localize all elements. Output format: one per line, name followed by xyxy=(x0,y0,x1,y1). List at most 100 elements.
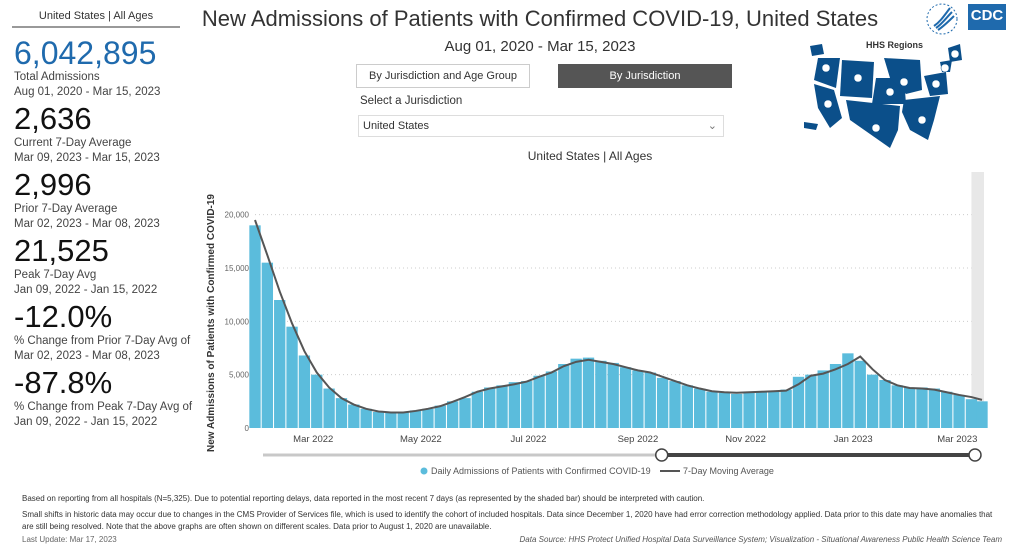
bar xyxy=(595,360,607,428)
stat-value: 6,042,895 xyxy=(14,35,157,71)
bar xyxy=(842,353,854,428)
stat-range: Mar 09, 2023 - Mar 15, 2023 xyxy=(14,152,160,164)
bar xyxy=(669,381,681,428)
tab-by-jurisdiction[interactable]: By Jurisdiction xyxy=(558,64,732,88)
bar xyxy=(866,374,879,428)
bar xyxy=(582,357,595,428)
legend: Daily Admissions of Patients with Confir… xyxy=(420,466,774,476)
bar xyxy=(446,401,459,428)
bar xyxy=(311,374,323,428)
bar xyxy=(619,367,632,428)
bar xyxy=(434,405,446,428)
footer-note-1: Based on reporting from all hospitals (N… xyxy=(22,494,705,503)
legend-moving-average[interactable]: 7-Day Moving Average xyxy=(683,466,774,476)
x-tick-label: Jul 2022 xyxy=(511,434,547,445)
date-range: Aug 01, 2020 - Mar 15, 2023 xyxy=(444,38,636,55)
stat-range: Mar 02, 2023 - Mar 08, 2023 xyxy=(14,218,160,230)
stat-label: Current 7-Day Average xyxy=(14,137,132,149)
y-tick-label: 0 xyxy=(245,424,250,433)
bar xyxy=(916,387,928,428)
stat-label: Total Admissions xyxy=(14,71,100,83)
x-tick-label: Nov 2022 xyxy=(725,434,766,445)
bar xyxy=(274,300,286,428)
x-tick-label: Mar 2023 xyxy=(937,434,977,445)
stat-range: Jan 09, 2022 - Jan 15, 2022 xyxy=(14,416,158,428)
moving-average-line xyxy=(254,219,983,414)
select-value: United States xyxy=(363,120,430,132)
page-title: New Admissions of Patients with Confirme… xyxy=(201,6,879,31)
slider-end-handle[interactable] xyxy=(968,448,982,462)
bar xyxy=(484,387,496,428)
stat-label: Peak 7-Day Avg xyxy=(14,269,97,281)
bar xyxy=(422,408,434,428)
stat-value: -87.8% xyxy=(14,365,113,400)
hhs-regions-map[interactable] xyxy=(800,38,970,158)
bar xyxy=(298,355,311,428)
bar xyxy=(941,391,953,428)
x-tick-label: Sep 2022 xyxy=(618,434,659,445)
bar xyxy=(372,412,385,428)
stat-prior-avg: 2,996 Prior 7-Day Average Mar 02, 2023 -… xyxy=(14,168,194,232)
bar xyxy=(545,371,558,428)
stat-change-prior: -12.0% % Change from Prior 7-Day Avg of … xyxy=(14,300,194,364)
bar xyxy=(249,225,261,428)
bar xyxy=(965,399,978,428)
x-tick-label: Jan 2023 xyxy=(834,434,873,445)
bar xyxy=(348,404,360,428)
map-title: HHS Regions xyxy=(866,40,924,50)
bar xyxy=(780,389,792,428)
chevron-down-icon: ⌄ xyxy=(707,120,717,132)
bar xyxy=(953,394,965,428)
jurisdiction-select[interactable]: United States ⌄ xyxy=(358,115,724,137)
stat-change-peak: -87.8% % Change from Peak 7-Day Avg of J… xyxy=(14,366,194,430)
stat-range: Mar 02, 2023 - Mar 08, 2023 xyxy=(14,350,160,362)
chart-title: United States | All Ages xyxy=(527,149,653,163)
bar xyxy=(743,392,755,428)
bar xyxy=(829,364,842,428)
stat-label: % Change from Peak 7-Day Avg of xyxy=(14,401,193,413)
bar xyxy=(632,370,644,428)
bar xyxy=(570,358,582,428)
stat-value: 2,996 xyxy=(14,167,92,202)
slider-start-handle[interactable] xyxy=(654,448,669,462)
legend-daily[interactable]: Daily Admissions of Patients with Confir… xyxy=(431,466,651,476)
stat-value: 21,525 xyxy=(14,233,109,268)
cdc-logo: CDC xyxy=(968,4,1006,30)
bar xyxy=(335,398,348,428)
bar xyxy=(706,391,718,428)
bar xyxy=(508,382,521,428)
stat-current-avg: 2,636 Current 7-Day Average Mar 09, 2023… xyxy=(14,102,194,166)
stat-range: Aug 01, 2020 - Mar 15, 2023 xyxy=(14,86,161,98)
bar xyxy=(879,380,891,428)
select-label: Select a Jurisdiction xyxy=(360,95,463,107)
bar xyxy=(805,374,817,428)
stat-label: Prior 7-Day Average xyxy=(14,203,118,215)
footer-note-2: Small shifts in historic data may occur … xyxy=(22,510,993,531)
bar xyxy=(286,326,298,428)
bar xyxy=(496,385,508,428)
bar xyxy=(854,360,866,428)
bar xyxy=(694,388,706,428)
bar xyxy=(731,393,743,428)
bar xyxy=(656,377,669,428)
bar xyxy=(718,392,731,428)
last-update: Last Update: Mar 17, 2023 xyxy=(22,535,117,544)
admissions-chart: New Admissions of Patients with Confirme… xyxy=(206,172,988,476)
stats-panel: 6,042,895 Total Admissions Aug 01, 2020 … xyxy=(14,36,194,430)
bar xyxy=(903,387,916,428)
stat-value: 2,636 xyxy=(14,101,92,136)
y-tick-label: 5,000 xyxy=(229,371,250,380)
bar xyxy=(792,376,805,428)
stat-range: Jan 09, 2022 - Jan 15, 2022 xyxy=(14,284,158,296)
bar xyxy=(644,372,656,428)
tab-by-jurisdiction-and-age-group[interactable]: By Jurisdiction and Age Group xyxy=(356,64,530,88)
bar xyxy=(261,262,274,428)
bar xyxy=(521,381,533,428)
bar xyxy=(928,388,941,428)
bar xyxy=(755,391,768,428)
bar xyxy=(459,398,471,428)
bar xyxy=(360,408,372,428)
legend-bar-swatch xyxy=(420,467,428,475)
y-axis-label: New Admissions of Patients with Confirme… xyxy=(206,194,217,452)
stat-label: % Change from Prior 7-Day Avg of xyxy=(14,335,191,347)
